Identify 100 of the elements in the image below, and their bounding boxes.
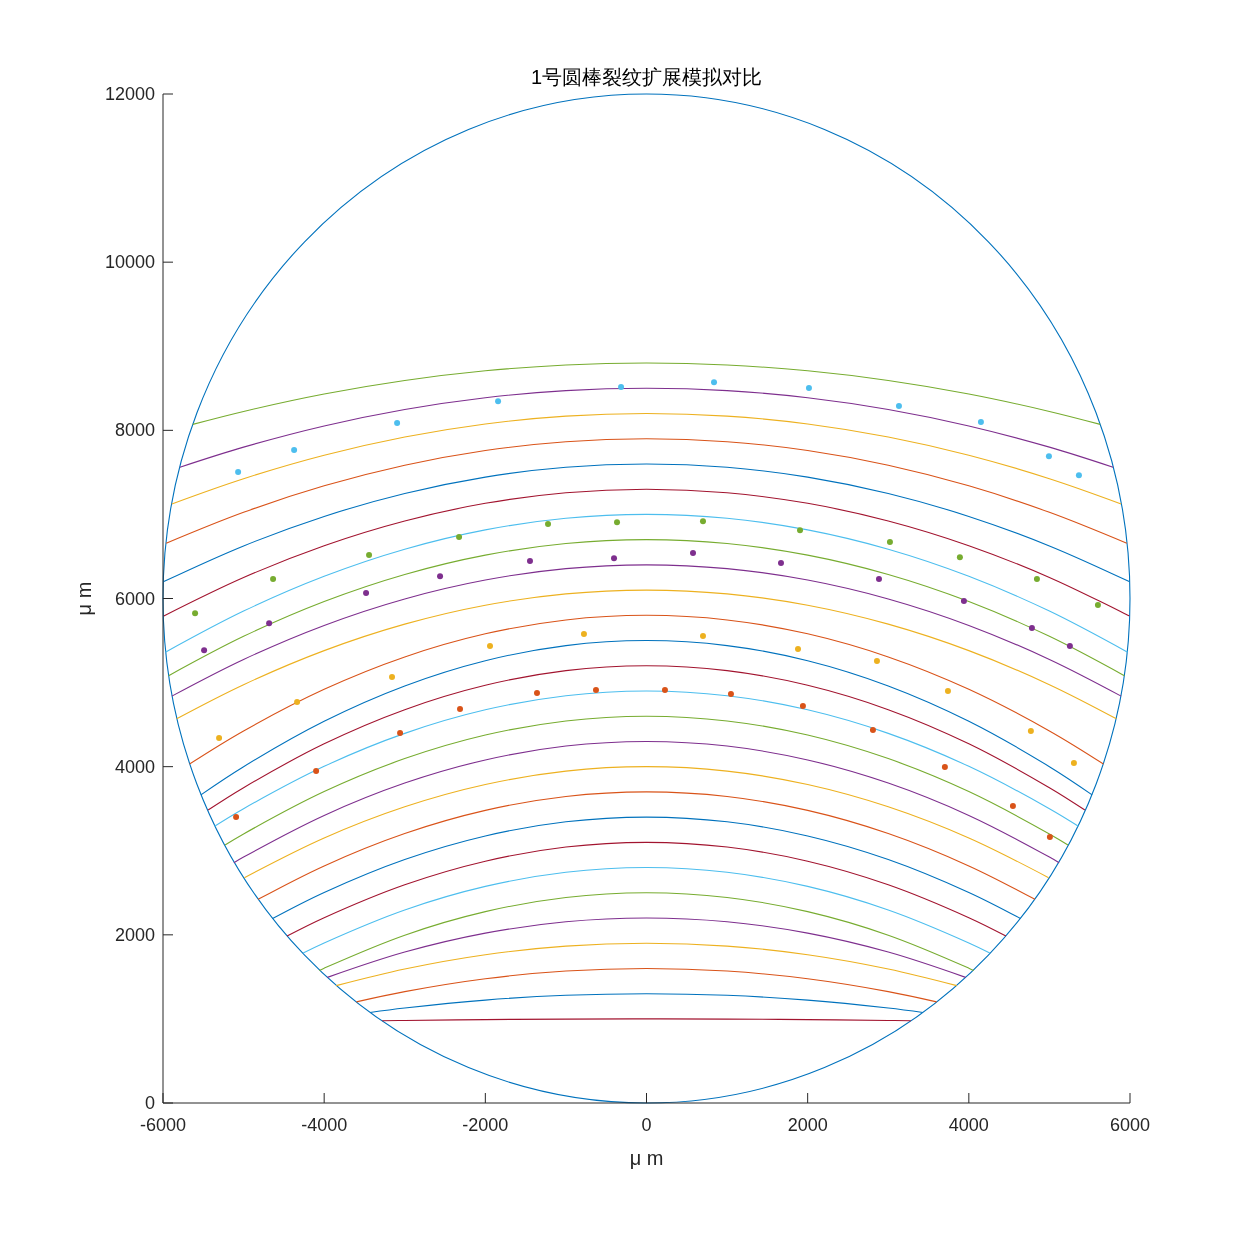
y-tick-label: 8000	[114, 420, 155, 441]
y-tick-label: 12000	[104, 84, 155, 104]
point	[233, 814, 240, 821]
line-series	[207, 665, 1086, 811]
line-series	[326, 917, 967, 978]
point	[711, 379, 718, 386]
point	[1027, 728, 1034, 735]
line-series	[189, 614, 1104, 765]
point	[366, 552, 373, 559]
point	[727, 691, 734, 698]
x-tick-label: 6000	[1109, 1115, 1151, 1135]
line-series	[168, 539, 1125, 677]
point	[875, 576, 882, 583]
x-tick-label: -2000	[462, 1115, 509, 1135]
x-tick-label: -6000	[139, 1115, 187, 1135]
point	[795, 646, 801, 653]
point	[580, 631, 587, 638]
point	[291, 447, 298, 454]
point	[363, 590, 370, 597]
point	[495, 398, 502, 405]
point	[437, 573, 444, 580]
line-series	[192, 362, 1101, 425]
x-tick-label: -4000	[301, 1115, 348, 1135]
point	[397, 730, 404, 737]
line-series	[171, 412, 1122, 505]
point	[690, 550, 696, 557]
line-series	[214, 690, 1079, 827]
point	[216, 735, 223, 742]
line-series	[164, 513, 1129, 653]
line-series	[286, 841, 1007, 937]
point	[873, 658, 880, 665]
x-tick-label: 2000	[787, 1115, 828, 1135]
point	[618, 384, 625, 391]
y-tick-label: 10000	[104, 252, 155, 273]
line-series	[171, 564, 1122, 697]
line-series	[272, 816, 1021, 920]
line-series	[233, 740, 1060, 864]
point	[545, 521, 552, 528]
point	[611, 555, 618, 562]
line-series	[179, 387, 1114, 468]
point	[201, 647, 208, 654]
point	[799, 703, 806, 710]
point	[941, 764, 948, 771]
line-series	[176, 589, 1117, 720]
line-series	[257, 791, 1036, 900]
point	[977, 419, 984, 426]
point	[294, 699, 301, 706]
point	[487, 643, 494, 650]
line-series	[243, 766, 1050, 879]
point	[869, 727, 876, 734]
point	[1075, 472, 1082, 479]
point	[266, 620, 273, 627]
y-tick-label: 2000	[114, 924, 155, 945]
point	[389, 674, 396, 681]
point	[895, 403, 902, 410]
point	[456, 534, 463, 541]
line-series	[302, 867, 991, 954]
point	[192, 610, 199, 617]
y-tick-label: 6000	[114, 588, 155, 609]
point	[960, 598, 967, 605]
line-series	[200, 639, 1093, 796]
point	[797, 527, 804, 534]
x-tick-label: 4000	[948, 1115, 989, 1135]
line-series	[224, 715, 1069, 846]
point	[944, 688, 951, 695]
line-series	[318, 892, 975, 971]
point	[526, 558, 533, 565]
point	[1046, 834, 1053, 841]
point	[270, 576, 277, 583]
point	[1028, 625, 1035, 632]
point	[1070, 760, 1077, 767]
y-tick-label: 0	[144, 1093, 155, 1113]
point	[1009, 803, 1016, 810]
point	[661, 687, 668, 694]
point	[805, 385, 812, 392]
point	[533, 690, 540, 697]
line-series	[355, 967, 938, 1003]
x-axis-title: μ m	[629, 1147, 664, 1169]
point	[614, 519, 621, 526]
point	[777, 560, 784, 567]
point	[699, 518, 706, 525]
point	[592, 687, 599, 694]
line-series	[165, 438, 1128, 544]
point	[394, 420, 401, 427]
point	[313, 768, 320, 775]
point	[1094, 602, 1101, 609]
line-series	[369, 993, 924, 1014]
point	[1045, 453, 1052, 460]
point	[457, 706, 464, 713]
point	[1066, 643, 1073, 650]
point	[1033, 576, 1040, 583]
line-series	[163, 463, 1130, 583]
x-tick-label: 0	[641, 1115, 652, 1135]
y-axis-title: μ m	[73, 581, 95, 616]
point	[956, 554, 963, 561]
point	[235, 469, 242, 476]
line-series	[163, 488, 1130, 617]
y-tick-label: 4000	[114, 756, 155, 777]
point	[886, 539, 893, 546]
point	[699, 633, 706, 640]
